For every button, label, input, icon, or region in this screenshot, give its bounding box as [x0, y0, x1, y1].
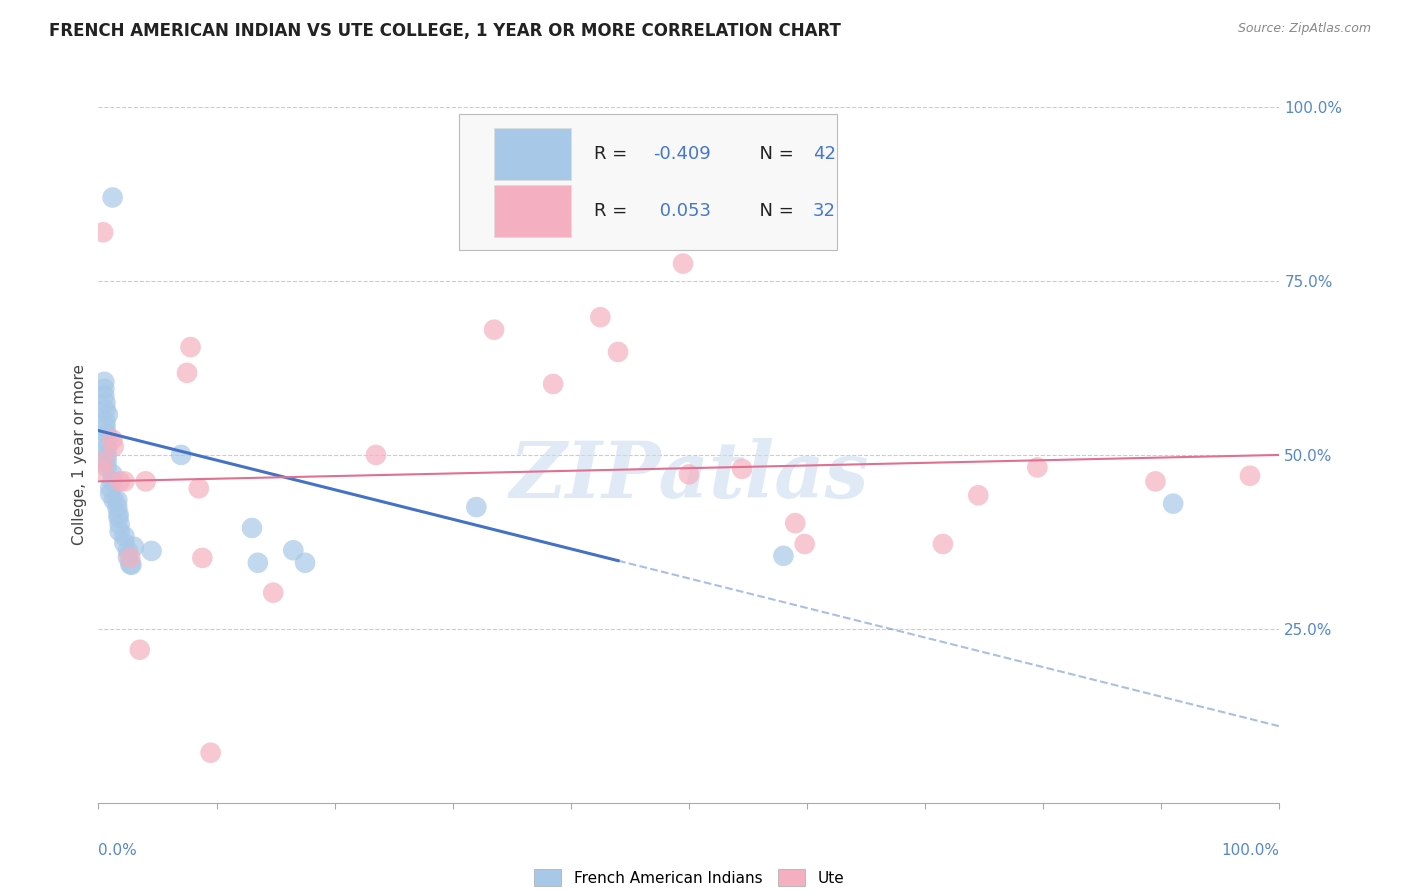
Point [96, 459, 118, 474]
Point [103, 493, 125, 508]
Text: ZIPatlas: ZIPatlas [509, 438, 869, 514]
Point [122, 540, 145, 554]
Text: 100.0%: 100.0% [1222, 843, 1279, 858]
Point [176, 366, 198, 380]
Point [117, 550, 139, 565]
Text: 42: 42 [813, 145, 837, 163]
Legend: French American Indians, Ute: French American Indians, Ute [527, 863, 851, 892]
Point [96, 453, 118, 467]
FancyBboxPatch shape [494, 128, 571, 180]
Point [107, 507, 129, 521]
FancyBboxPatch shape [458, 114, 837, 250]
Point [94, 396, 117, 410]
Point [94, 420, 117, 434]
Point [108, 517, 131, 532]
Point [101, 475, 124, 489]
Point [120, 550, 142, 565]
Point [101, 190, 124, 204]
Point [294, 556, 316, 570]
Point [117, 544, 139, 558]
Text: R =: R = [595, 202, 634, 220]
Point [465, 500, 488, 514]
Point [101, 467, 124, 482]
Point [180, 340, 202, 354]
Point [105, 493, 128, 508]
Point [93, 389, 115, 403]
Point [675, 204, 697, 219]
Text: 32: 32 [813, 202, 837, 220]
Point [678, 467, 700, 482]
Text: FRENCH AMERICAN INDIAN VS UTE COLLEGE, 1 YEAR OR MORE CORRELATION CHART: FRENCH AMERICAN INDIAN VS UTE COLLEGE, 1… [49, 22, 841, 40]
Point [103, 440, 125, 454]
Point [672, 256, 695, 270]
Text: 0.053: 0.053 [654, 202, 710, 220]
Point [96, 434, 118, 448]
Point [793, 537, 815, 551]
Point [112, 475, 135, 489]
Point [112, 529, 135, 543]
Point [731, 462, 754, 476]
Point [108, 475, 131, 489]
Point [93, 382, 115, 396]
Point [262, 585, 284, 599]
Point [96, 427, 118, 442]
Point [785, 516, 807, 530]
Point [482, 323, 505, 337]
Point [967, 488, 990, 502]
Text: N =: N = [748, 202, 800, 220]
Point [96, 448, 118, 462]
Point [141, 544, 163, 558]
Point [1026, 460, 1049, 475]
Point [364, 448, 387, 462]
Point [98, 487, 121, 501]
Text: N =: N = [748, 145, 800, 163]
Point [112, 536, 135, 550]
Point [105, 500, 128, 514]
Text: Source: ZipAtlas.com: Source: ZipAtlas.com [1237, 22, 1371, 36]
Text: -0.409: -0.409 [654, 145, 711, 163]
Point [1161, 497, 1184, 511]
Point [932, 537, 955, 551]
Point [128, 642, 150, 657]
Point [283, 543, 305, 558]
Point [93, 375, 115, 389]
Point [135, 475, 157, 489]
Point [96, 441, 118, 455]
Point [121, 558, 143, 572]
FancyBboxPatch shape [494, 186, 571, 237]
Point [97, 408, 120, 422]
Text: R =: R = [595, 145, 634, 163]
Point [120, 557, 142, 571]
Point [108, 524, 131, 539]
Point [98, 481, 121, 495]
Point [107, 510, 129, 524]
Point [187, 481, 209, 495]
Point [94, 402, 117, 417]
Point [240, 521, 263, 535]
Point [589, 310, 612, 325]
Point [170, 448, 193, 462]
Point [191, 550, 214, 565]
Y-axis label: College, 1 year or more: College, 1 year or more [72, 365, 87, 545]
Point [91, 464, 114, 478]
Point [772, 549, 794, 563]
Point [541, 376, 564, 391]
Point [91, 455, 114, 469]
Point [94, 415, 117, 429]
Point [607, 345, 630, 359]
Point [1144, 475, 1167, 489]
Point [1239, 468, 1261, 483]
Point [91, 225, 114, 239]
Point [101, 433, 124, 447]
Point [246, 556, 269, 570]
Point [200, 746, 222, 760]
Text: 0.0%: 0.0% [98, 843, 138, 858]
